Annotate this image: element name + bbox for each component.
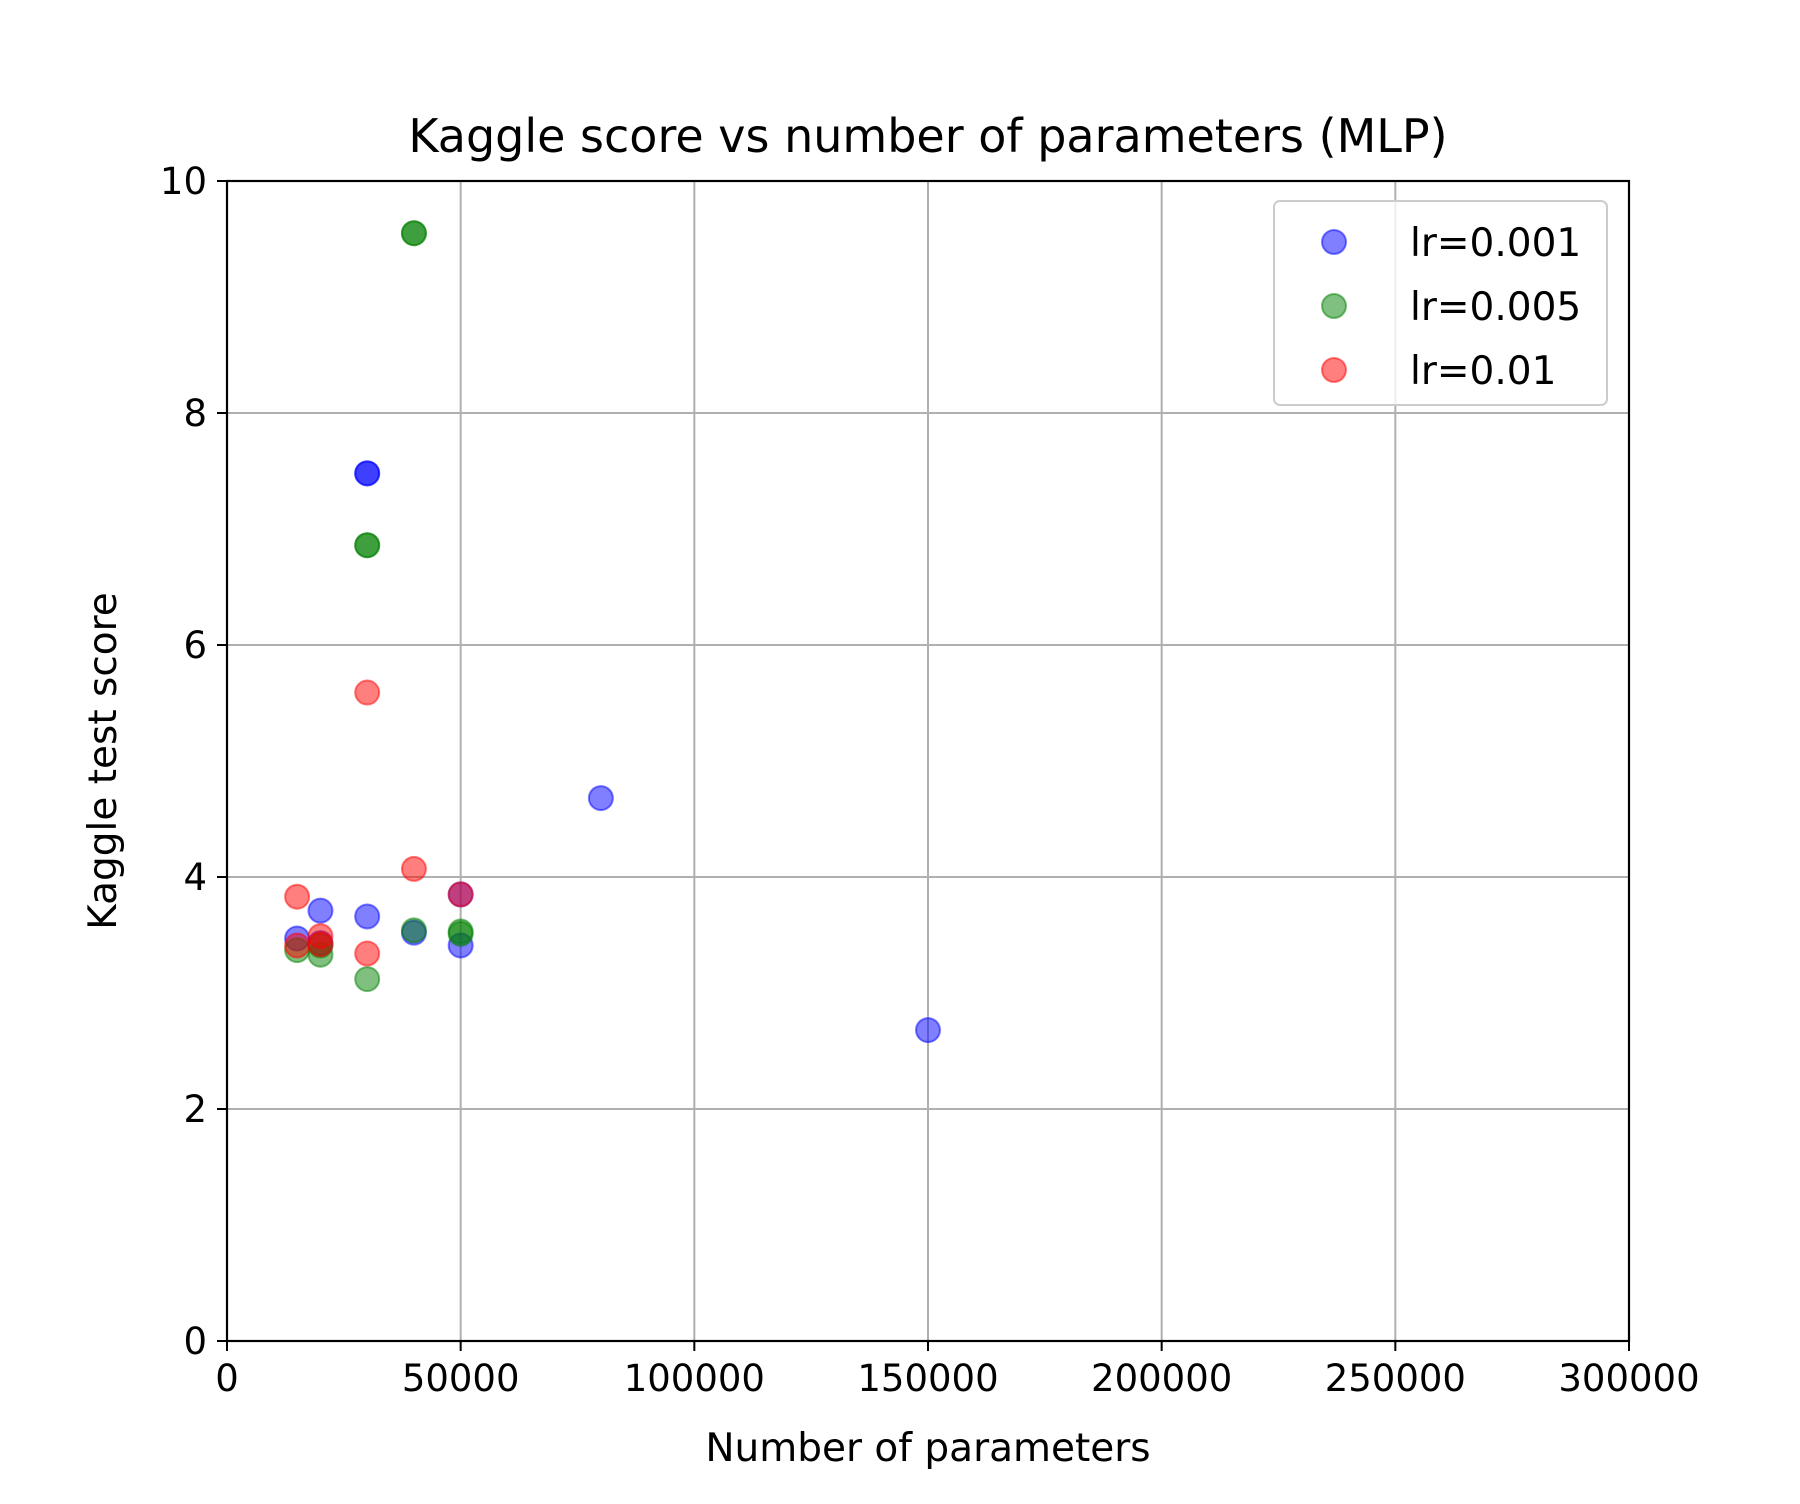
y-tick-label: 10 <box>160 160 207 203</box>
y-tick-label: 8 <box>183 392 207 435</box>
scatter-point-lr-0-001 <box>915 1017 941 1044</box>
ticks-layer: 0 50000 100000 150000 200000 250000 300000 0 2 4 6… <box>160 160 1700 1400</box>
legend-label: lr=0.005 <box>1410 285 1581 330</box>
x-tick-label: 200000 <box>1091 1357 1232 1400</box>
scatter-point-lr-0-005 <box>400 220 427 247</box>
scatter-point-lr-0-01 <box>400 855 427 882</box>
scatter-point-lr-0-005 <box>447 920 474 947</box>
x-tick-label: 250000 <box>1325 1357 1466 1400</box>
scatter-point-lr-0-005 <box>400 917 427 944</box>
scatter-point-lr-0-005 <box>354 532 381 559</box>
scatter-point-lr-0-01 <box>447 881 474 908</box>
y-tick-label: 6 <box>183 624 207 667</box>
scatter-point-lr-0-001 <box>587 785 614 812</box>
y-tick-label: 0 <box>183 1320 207 1363</box>
x-tick-label: 50000 <box>402 1357 520 1400</box>
points-layer <box>284 220 941 1044</box>
legend-marker <box>1321 229 1347 255</box>
scatter-point-lr-0-001 <box>307 897 334 924</box>
x-tick-label: 150000 <box>857 1357 998 1400</box>
scatter-point-lr-0-01 <box>284 883 311 910</box>
x-axis-label: Number of parameters <box>705 1426 1150 1471</box>
scatter-point-lr-0-001 <box>354 460 381 487</box>
scatter-point-lr-0-01 <box>284 932 311 959</box>
scatter-point-lr-0-001 <box>354 903 381 930</box>
scatter-point-lr-0-01 <box>354 679 381 706</box>
x-tick-label: 100000 <box>624 1357 765 1400</box>
legend: lr=0.001 lr=0.005 lr=0.01 <box>1273 200 1608 406</box>
x-tick-label: 300000 <box>1558 1357 1699 1400</box>
legend-marker <box>1321 293 1347 319</box>
scatter-point-lr-0-01 <box>307 931 334 958</box>
legend-label: lr=0.001 <box>1410 221 1581 266</box>
scatter-point-lr-0-005 <box>354 966 381 993</box>
y-axis-label: Kaggle test score <box>81 592 126 930</box>
x-tick-label: 0 <box>215 1357 239 1400</box>
y-tick-label: 4 <box>183 856 207 899</box>
y-tick-label: 2 <box>183 1088 207 1131</box>
chart-title: Kaggle score vs number of parameters (ML… <box>408 109 1447 163</box>
scatter-point-lr-0-01 <box>354 940 381 967</box>
legend-marker <box>1321 357 1347 383</box>
legend-box <box>1273 200 1608 406</box>
legend-label: lr=0.01 <box>1410 349 1556 394</box>
